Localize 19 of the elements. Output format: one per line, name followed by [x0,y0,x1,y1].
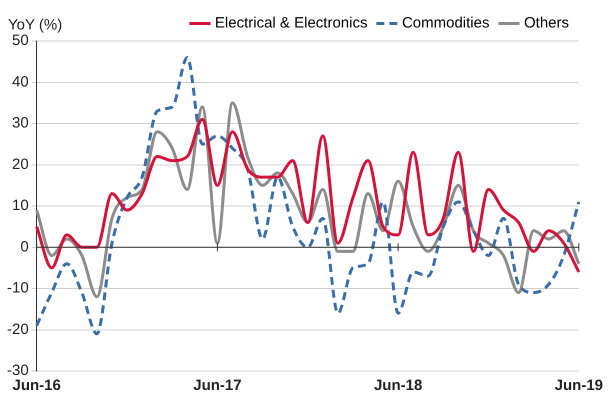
y-tick-label: 30 [12,114,29,132]
x-tick-label: Jun-16 [12,377,61,394]
legend-label: Others [524,14,569,32]
line-series [35,56,580,336]
y-tick-label: -30 [6,362,29,380]
y-tick-label: -10 [6,280,29,297]
y-tick-label: 10 [12,197,29,214]
legend-label: Commodities [402,14,490,32]
x-tick-label: Jun-19 [554,377,604,394]
legend-label: Electrical & Electronics [214,14,368,32]
y-axis-title: YoY (%) [8,16,62,34]
y-tick-label: 50 [12,32,29,50]
y-tick-label: 20 [12,156,29,173]
y-tick-label: 40 [12,73,29,90]
y-tick-label: -20 [6,320,29,338]
x-tick-label: Jun-17 [193,377,242,394]
x-tick-label: Jun-18 [374,377,422,394]
line-series [35,118,580,274]
y-tick-label: 0 [20,238,29,256]
